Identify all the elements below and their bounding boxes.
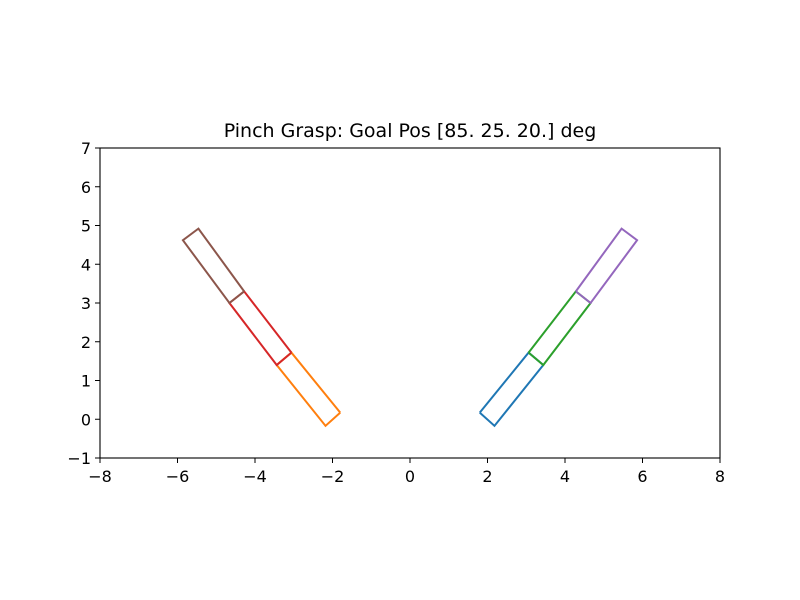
y-tick-label: 6 bbox=[81, 178, 91, 197]
y-tick-label: 5 bbox=[81, 217, 91, 236]
x-tick-label: 4 bbox=[560, 467, 570, 486]
y-tick-label: −1 bbox=[67, 449, 91, 468]
x-tick-label: 8 bbox=[715, 467, 725, 486]
x-axis: −8 −6 −4 −2 0 2 4 6 8 bbox=[88, 458, 725, 486]
series-5-link-outline bbox=[181, 227, 245, 305]
x-tick-label: 0 bbox=[405, 467, 415, 486]
y-tick-label: 7 bbox=[81, 139, 91, 158]
x-tick-label: −2 bbox=[321, 467, 345, 486]
y-tick-label: 4 bbox=[81, 255, 91, 274]
y-tick-label: 3 bbox=[81, 294, 91, 313]
y-axis: −1 0 1 2 3 4 5 6 7 bbox=[67, 139, 100, 468]
series-4-link-outline bbox=[575, 227, 639, 305]
chart-title: Pinch Grasp: Goal Pos [85. 25. 20.] deg bbox=[224, 120, 597, 142]
x-tick-label: 6 bbox=[637, 467, 647, 486]
y-tick-label: 1 bbox=[81, 372, 91, 391]
y-tick-label: 2 bbox=[81, 333, 91, 352]
series-layer bbox=[181, 227, 639, 428]
x-tick-label: −8 bbox=[88, 467, 112, 486]
y-tick-label: 0 bbox=[81, 410, 91, 429]
x-tick-label: −6 bbox=[166, 467, 190, 486]
x-tick-label: −4 bbox=[243, 467, 267, 486]
x-tick-label: 2 bbox=[482, 467, 492, 486]
